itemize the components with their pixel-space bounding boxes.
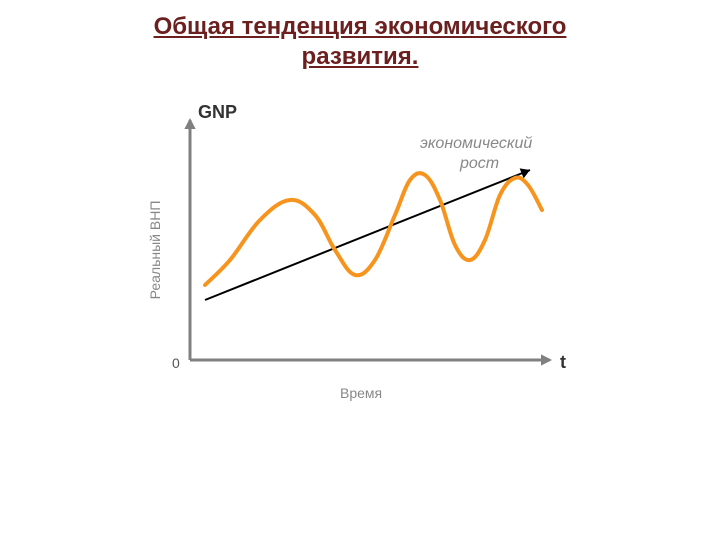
title-line-2: развития. [302,43,419,70]
y-axis-sublabel: Реальный ВНП [147,201,163,300]
curve-label-line2: рост [459,155,499,172]
curve-label-line1: экономический [420,135,532,152]
title-line-1: Общая тенденция экономического [154,13,567,40]
y-axis-arrow-icon [184,118,195,129]
gnp-chart: GNP t Время 0 Реальный ВНП экономический рост [110,100,610,420]
x-axis-sublabel: Время [340,385,382,401]
y-axis-title: GNP [198,102,237,122]
trend-line [205,170,530,300]
x-axis-arrow-icon [541,354,552,365]
x-axis-title: t [560,352,566,372]
cycle-curve [205,173,542,285]
slide: Общая тенденция экономического развития.… [0,0,720,540]
origin-label: 0 [172,355,180,371]
slide-title: Общая тенденция экономического развития. [0,0,720,72]
gnp-chart-svg: GNP t Время 0 Реальный ВНП экономический рост [110,100,610,420]
